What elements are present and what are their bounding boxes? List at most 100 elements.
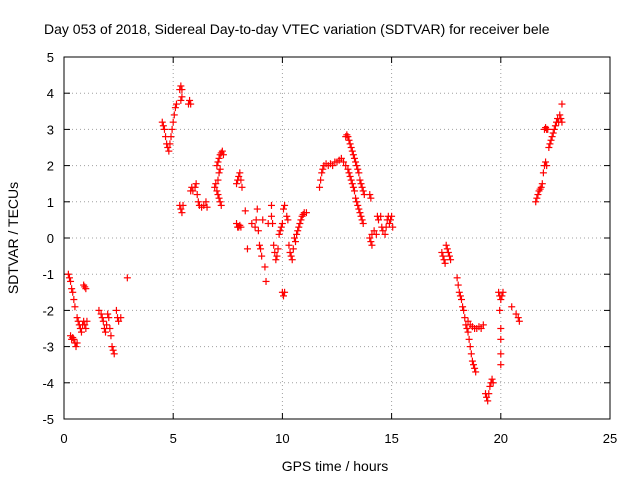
data-point <box>302 209 310 217</box>
data-point <box>257 245 265 253</box>
data-point <box>537 183 545 191</box>
data-point <box>211 183 219 191</box>
chart-title: Day 053 of 2018, Sidereal Day-to-day VTE… <box>44 21 550 37</box>
data-point <box>286 248 294 256</box>
data-point <box>545 144 553 151</box>
data-point <box>64 270 72 278</box>
data-point <box>387 216 395 224</box>
data-point <box>381 230 389 238</box>
data-point <box>455 288 463 296</box>
data-point <box>285 241 293 249</box>
data-point <box>216 165 224 173</box>
data-point <box>557 115 565 123</box>
data-point <box>68 285 76 293</box>
data-point <box>261 263 269 271</box>
data-point <box>442 241 450 249</box>
data-point <box>484 397 492 405</box>
y-tick-label: 3 <box>47 122 54 137</box>
data-point <box>71 303 79 311</box>
data-point <box>179 201 187 209</box>
data-point <box>233 180 241 188</box>
data-point <box>177 82 185 90</box>
x-axis-label: GPS time / hours <box>282 458 389 474</box>
data-point <box>81 321 89 329</box>
data-point <box>441 259 449 267</box>
data-point <box>445 252 453 260</box>
data-point <box>439 252 447 260</box>
data-point <box>251 223 259 231</box>
data-point <box>366 191 374 199</box>
data-point <box>470 361 477 369</box>
data-point <box>276 227 284 235</box>
data-point <box>95 306 103 314</box>
data-point <box>214 191 222 199</box>
data-point <box>110 350 118 358</box>
x-tick-label: 20 <box>494 431 508 446</box>
data-point <box>215 154 223 162</box>
data-point <box>316 183 324 191</box>
data-point <box>460 306 468 314</box>
data-point <box>105 314 113 322</box>
data-point <box>178 93 186 101</box>
data-point <box>254 227 262 235</box>
data-point <box>65 274 73 282</box>
x-tick-label: 25 <box>603 431 617 446</box>
data-point <box>187 100 195 108</box>
data-point <box>292 238 300 246</box>
data-point <box>488 375 496 383</box>
y-tick-label: 2 <box>47 159 54 174</box>
data-point <box>178 86 186 94</box>
data-point <box>463 325 471 332</box>
data-point <box>512 310 520 318</box>
data-point <box>267 212 275 220</box>
data-point <box>169 118 177 126</box>
data-point <box>171 104 179 112</box>
data-point <box>438 248 446 256</box>
data-point <box>357 180 365 188</box>
data-point <box>348 147 356 155</box>
data-point <box>498 292 506 300</box>
data-point <box>346 140 354 148</box>
grid-lines <box>64 57 610 419</box>
data-point <box>279 205 287 213</box>
data-point <box>368 241 376 249</box>
data-point <box>193 191 201 199</box>
data-point <box>271 248 279 256</box>
y-tick-label: 4 <box>47 86 54 101</box>
data-point <box>551 122 559 130</box>
y-tick-label: 5 <box>47 50 54 65</box>
data-point <box>367 238 375 246</box>
data-point <box>366 234 374 242</box>
y-tick-label: -1 <box>42 267 54 282</box>
data-point <box>356 209 364 217</box>
data-point <box>297 216 305 224</box>
data-point <box>237 223 245 231</box>
data-point <box>538 180 546 188</box>
data-point <box>357 212 365 220</box>
data-point <box>349 183 357 191</box>
data-point <box>279 292 287 300</box>
data-point <box>543 162 551 170</box>
data-point <box>347 144 355 151</box>
data-point <box>532 198 540 206</box>
data-point <box>294 227 302 235</box>
data-point <box>192 180 200 188</box>
data-point <box>281 288 289 296</box>
data-point <box>549 129 557 137</box>
data-point <box>82 285 90 293</box>
data-point <box>542 158 550 166</box>
data-point <box>243 245 251 253</box>
data-point <box>367 194 375 202</box>
data-point <box>499 288 507 296</box>
data-point <box>255 241 263 249</box>
data-point <box>468 357 476 365</box>
data-point <box>359 220 367 228</box>
data-point <box>358 183 366 191</box>
data-point <box>212 180 220 188</box>
data-point <box>465 335 473 343</box>
data-point <box>70 296 78 304</box>
data-point <box>467 350 475 358</box>
data-point <box>241 207 249 215</box>
data-point <box>189 187 197 195</box>
